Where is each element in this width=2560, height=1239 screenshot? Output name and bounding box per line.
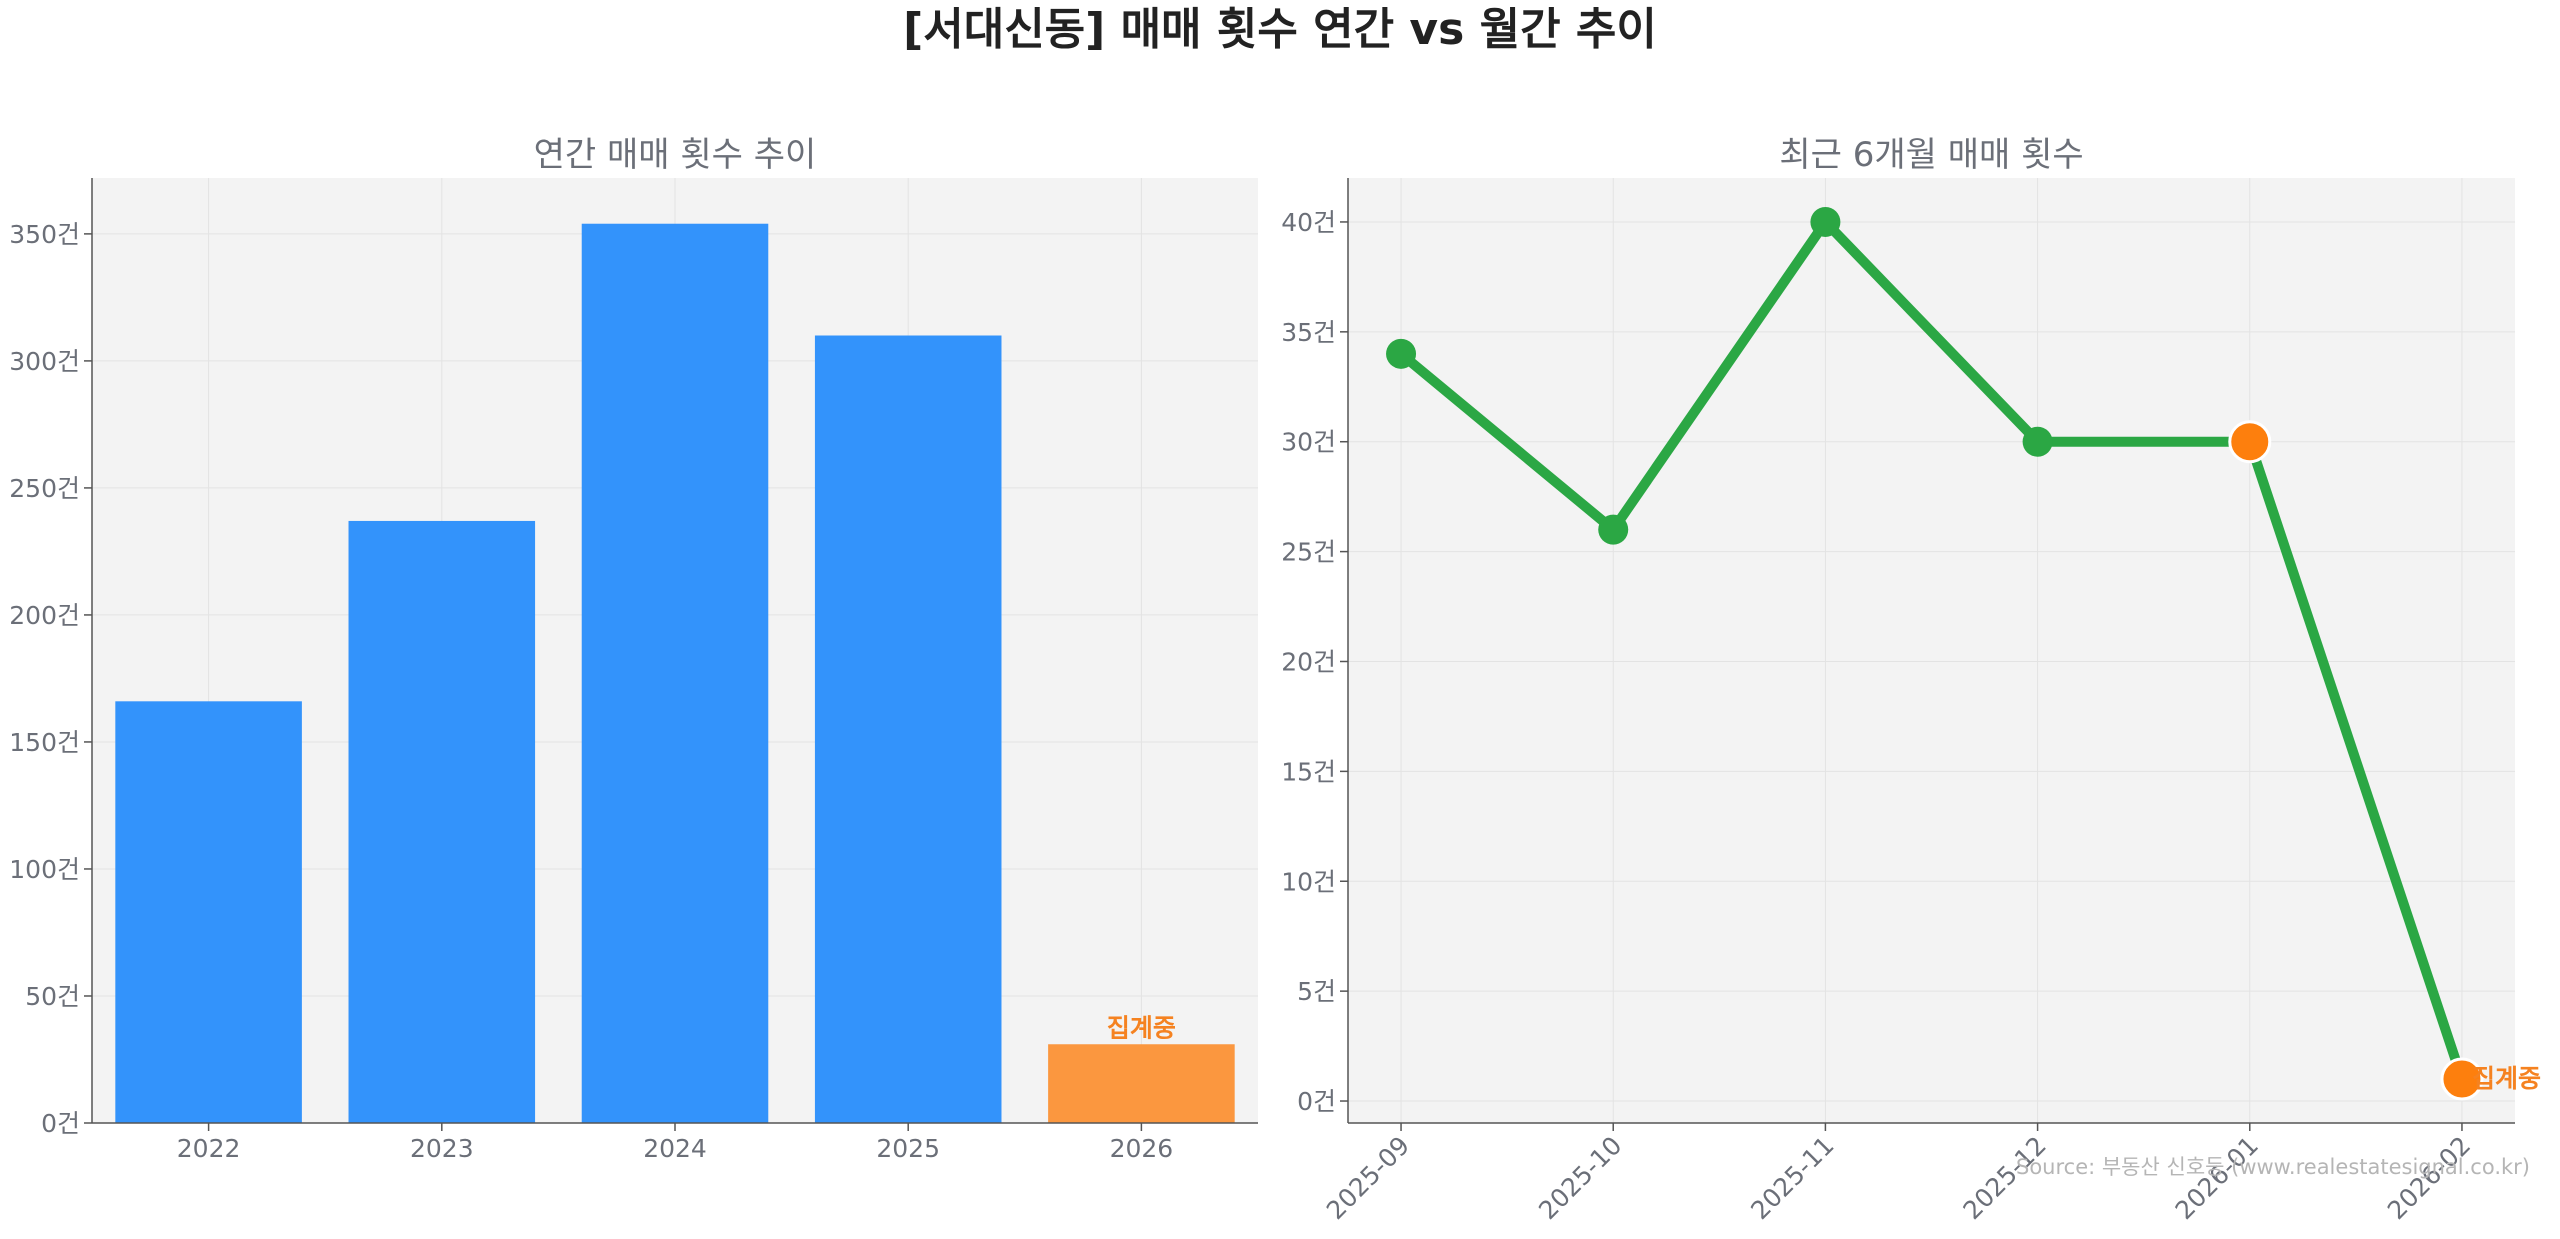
annual-y-tick-label: 50건	[25, 982, 80, 1011]
monthly-chart-title: 최근 6개월 매매 횟수	[1779, 135, 2083, 175]
bar-2023	[348, 520, 536, 1123]
annual-x-tick-label: 2025	[876, 1134, 940, 1163]
monthly-y-tick-label: 10건	[1281, 867, 1336, 896]
source-note: Source: 부동산 신호등 (www.realestatesignal.co…	[2016, 1155, 2530, 1179]
annual-x-tick-label: 2024	[643, 1134, 707, 1163]
monthly-y-tick-label: 20건	[1281, 647, 1336, 676]
point-2025-11	[1810, 206, 1841, 237]
annual-bars: 집계중	[115, 223, 1235, 1123]
annual-y-tick-label: 100건	[9, 855, 80, 884]
monthly-y-tick-label: 40건	[1281, 208, 1336, 237]
bar-2026	[1048, 1044, 1235, 1123]
monthly-y-tick-label: 30건	[1281, 428, 1336, 457]
monthly-line-chart: 집계중 0건 5건 10건 15건 20건 25건 30건 35건 40건 2025-09 2025…	[1281, 135, 2541, 1225]
bar-2025	[814, 335, 1002, 1123]
monthly-x-tick-label: 2025-09	[1321, 1131, 1415, 1225]
annual-y-tick-label: 300건	[9, 347, 80, 376]
monthly-y-tick-label: 0건	[1297, 1087, 1336, 1116]
monthly-y-tick-label: 15건	[1281, 757, 1336, 786]
monthly-series: 집계중	[1386, 206, 2541, 1101]
monthly-plot-area	[1348, 178, 2515, 1123]
bar-2024	[581, 223, 769, 1123]
bar-2022	[115, 701, 302, 1123]
annual-y-tick-label: 0건	[41, 1109, 80, 1138]
annual-y-tick-label: 200건	[9, 601, 80, 630]
monthly-y-tick-label: 5건	[1297, 977, 1336, 1006]
monthly-y-tick-label: 25건	[1281, 538, 1336, 567]
annual-axes: 0건 50건 100건 150건 200건 250건 300건 350건 2022 2023 202…	[9, 178, 1258, 1163]
annual-y-tick-label: 250건	[9, 474, 80, 503]
annual-y-tick-label: 150건	[9, 728, 80, 757]
annual-pending-label: 집계중	[1107, 1013, 1176, 1042]
annual-x-tick-label: 2026	[1110, 1134, 1174, 1163]
figure-title: [서대신동] 매매 횟수 연간 vs 월간 추이	[903, 4, 1657, 55]
point-2025-09	[1386, 338, 1417, 369]
point-2026-02	[2440, 1057, 2484, 1101]
monthly-x-tick-label: 2025-11	[1745, 1131, 1839, 1225]
annual-x-tick-label: 2022	[177, 1134, 241, 1163]
monthly-y-tick-label: 35건	[1281, 318, 1336, 347]
annual-bar-chart: 집계중 0건 50건 100건 150건 200건 250건 300건 350건 2022 202…	[9, 135, 1258, 1163]
monthly-series-line	[1396, 216, 2467, 1085]
point-2025-12	[2022, 426, 2053, 457]
point-2025-10	[1598, 514, 1629, 545]
annual-chart-title: 연간 매매 횟수 추이	[534, 135, 817, 175]
point-2026-01	[2228, 420, 2272, 464]
monthly-x-tick-label: 2025-10	[1533, 1131, 1627, 1225]
annual-y-tick-label: 350건	[9, 220, 80, 249]
monthly-pending-label: 집계중	[2472, 1064, 2541, 1093]
annual-x-tick-label: 2023	[410, 1134, 474, 1163]
